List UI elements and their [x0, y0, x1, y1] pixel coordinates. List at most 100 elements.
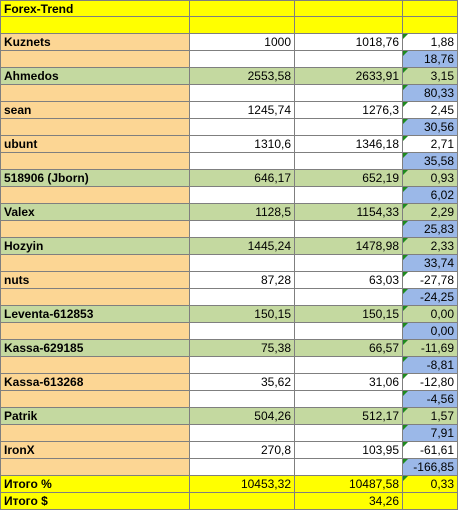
percent-change-cell[interactable]: 2,71: [403, 136, 458, 153]
start-balance-cell[interactable]: 1310,6: [190, 136, 295, 153]
empty-cell[interactable]: [295, 51, 403, 68]
total-current-balance[interactable]: 10487,58: [295, 476, 403, 493]
usd-change-cell[interactable]: 33,74: [403, 255, 458, 272]
empty-cell[interactable]: [0, 425, 190, 442]
total-percent-value[interactable]: 0,33: [403, 476, 458, 493]
empty-cell[interactable]: [190, 357, 295, 374]
start-balance-cell[interactable]: 35,62: [190, 374, 295, 391]
empty-cell[interactable]: [295, 459, 403, 476]
start-balance-cell[interactable]: 150,15: [190, 306, 295, 323]
empty-cell[interactable]: [295, 323, 403, 340]
empty-cell[interactable]: [0, 391, 190, 408]
total-usd-label[interactable]: Итого $: [0, 493, 190, 510]
empty-cell[interactable]: [190, 493, 295, 510]
empty-cell[interactable]: [295, 119, 403, 136]
percent-change-cell[interactable]: 1,88: [403, 34, 458, 51]
start-balance-cell[interactable]: 1000: [190, 34, 295, 51]
participant-name[interactable]: Leventa-612853: [0, 306, 190, 323]
percent-change-cell[interactable]: -27,78: [403, 272, 458, 289]
percent-change-cell[interactable]: 2,45: [403, 102, 458, 119]
participant-name[interactable]: Hozyin: [0, 238, 190, 255]
empty-cell[interactable]: [0, 51, 190, 68]
empty-cell[interactable]: [0, 119, 190, 136]
usd-change-cell[interactable]: -8,81: [403, 357, 458, 374]
current-balance-cell[interactable]: 512,17: [295, 408, 403, 425]
participant-name[interactable]: Kassa-629185: [0, 340, 190, 357]
start-balance-cell[interactable]: 1245,74: [190, 102, 295, 119]
total-start-balance[interactable]: 10453,32: [190, 476, 295, 493]
participant-name[interactable]: ubunt: [0, 136, 190, 153]
usd-change-cell[interactable]: 35,58: [403, 153, 458, 170]
current-balance-cell[interactable]: 2633,91: [295, 68, 403, 85]
current-balance-cell[interactable]: 1276,3: [295, 102, 403, 119]
current-balance-cell[interactable]: 150,15: [295, 306, 403, 323]
empty-cell[interactable]: [403, 17, 458, 34]
empty-cell[interactable]: [0, 221, 190, 238]
empty-cell[interactable]: [295, 85, 403, 102]
empty-cell[interactable]: [0, 289, 190, 306]
usd-change-cell[interactable]: -166,85: [403, 459, 458, 476]
empty-cell[interactable]: [295, 357, 403, 374]
current-balance-cell[interactable]: 1346,18: [295, 136, 403, 153]
empty-cell[interactable]: [0, 85, 190, 102]
current-balance-cell[interactable]: 1018,76: [295, 34, 403, 51]
empty-cell[interactable]: [190, 221, 295, 238]
empty-cell[interactable]: [190, 289, 295, 306]
empty-cell[interactable]: [190, 0, 295, 17]
percent-change-cell[interactable]: 0,93: [403, 170, 458, 187]
empty-cell[interactable]: [190, 51, 295, 68]
empty-cell[interactable]: [403, 493, 458, 510]
start-balance-cell[interactable]: 75,38: [190, 340, 295, 357]
empty-cell[interactable]: [403, 0, 458, 17]
empty-cell[interactable]: [295, 187, 403, 204]
current-balance-cell[interactable]: 103,95: [295, 442, 403, 459]
empty-cell[interactable]: [190, 459, 295, 476]
empty-cell[interactable]: [0, 255, 190, 272]
empty-cell[interactable]: [0, 153, 190, 170]
participant-name[interactable]: Valex: [0, 204, 190, 221]
percent-change-cell[interactable]: -61,61: [403, 442, 458, 459]
usd-change-cell[interactable]: 80,33: [403, 85, 458, 102]
empty-cell[interactable]: [0, 323, 190, 340]
participant-name[interactable]: sean: [0, 102, 190, 119]
total-usd-value[interactable]: 34,26: [295, 493, 403, 510]
empty-cell[interactable]: [190, 323, 295, 340]
empty-cell[interactable]: [295, 289, 403, 306]
participant-name[interactable]: 518906 (Jborn): [0, 170, 190, 187]
participant-name[interactable]: Kuznets: [0, 34, 190, 51]
empty-cell[interactable]: [190, 153, 295, 170]
empty-cell[interactable]: [190, 85, 295, 102]
percent-change-cell[interactable]: 1,57: [403, 408, 458, 425]
empty-cell[interactable]: [295, 0, 403, 17]
usd-change-cell[interactable]: 25,83: [403, 221, 458, 238]
usd-change-cell[interactable]: -4,56: [403, 391, 458, 408]
empty-cell[interactable]: [295, 153, 403, 170]
participant-name[interactable]: Patrik: [0, 408, 190, 425]
start-balance-cell[interactable]: 646,17: [190, 170, 295, 187]
usd-change-cell[interactable]: 7,91: [403, 425, 458, 442]
total-percent-label[interactable]: Итого %: [0, 476, 190, 493]
current-balance-cell[interactable]: 652,19: [295, 170, 403, 187]
participant-name[interactable]: nuts: [0, 272, 190, 289]
usd-change-cell[interactable]: -24,25: [403, 289, 458, 306]
empty-cell[interactable]: [0, 459, 190, 476]
empty-cell[interactable]: [295, 221, 403, 238]
usd-change-cell[interactable]: 0,00: [403, 323, 458, 340]
participant-name[interactable]: Kassa-613268: [0, 374, 190, 391]
start-balance-cell[interactable]: 504,26: [190, 408, 295, 425]
empty-cell[interactable]: [0, 17, 190, 34]
start-balance-cell[interactable]: 87,28: [190, 272, 295, 289]
percent-change-cell[interactable]: 2,29: [403, 204, 458, 221]
empty-cell[interactable]: [295, 255, 403, 272]
empty-cell[interactable]: [190, 391, 295, 408]
current-balance-cell[interactable]: 31,06: [295, 374, 403, 391]
usd-change-cell[interactable]: 6,02: [403, 187, 458, 204]
percent-change-cell[interactable]: -12,80: [403, 374, 458, 391]
start-balance-cell[interactable]: 1445,24: [190, 238, 295, 255]
usd-change-cell[interactable]: 30,56: [403, 119, 458, 136]
empty-cell[interactable]: [295, 425, 403, 442]
percent-change-cell[interactable]: -11,69: [403, 340, 458, 357]
empty-cell[interactable]: [190, 119, 295, 136]
start-balance-cell[interactable]: 1128,5: [190, 204, 295, 221]
current-balance-cell[interactable]: 1154,33: [295, 204, 403, 221]
